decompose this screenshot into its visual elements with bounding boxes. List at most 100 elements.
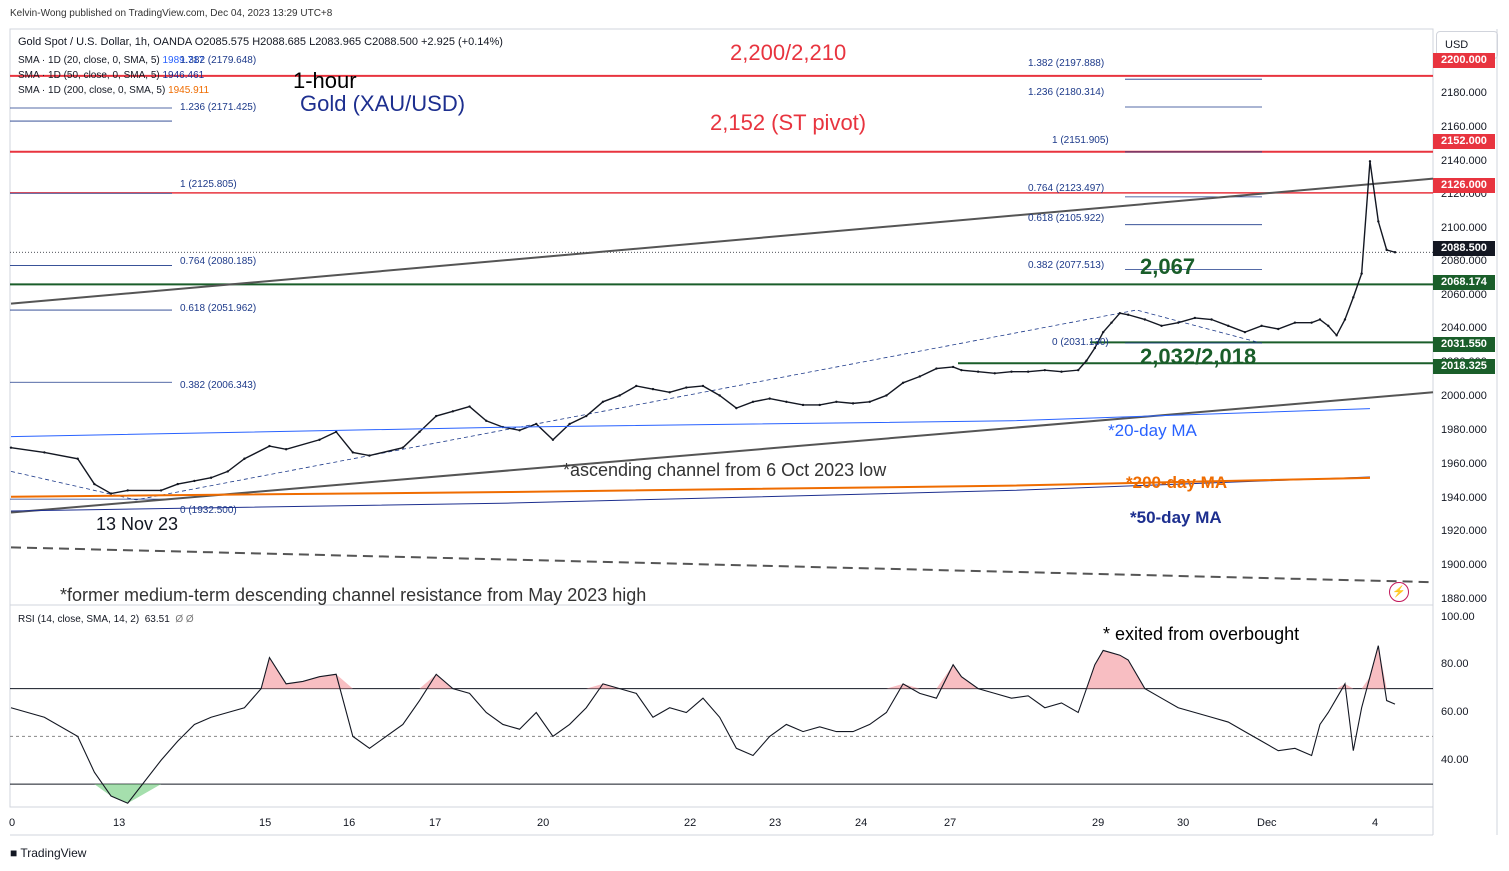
price-point (1076, 368, 1080, 372)
y-tick: 2060.000 (1441, 289, 1487, 301)
price-point (468, 405, 471, 408)
y-tick: 1900.000 (1441, 559, 1487, 571)
price-point (835, 400, 838, 403)
timeframe-label: 1-hour (293, 68, 357, 93)
chart-frame (9, 28, 1434, 808)
pivot-label-2152: 2,152 (ST pivot) (710, 110, 867, 135)
descending-channel-label: *former medium-term descending channel r… (60, 585, 647, 605)
price-point (485, 419, 488, 422)
symbol-name[interactable]: Gold Spot / U.S. Dollar, 1h, OANDA (18, 36, 192, 48)
lines-layer (10, 74, 1434, 584)
grid-layer (9, 28, 1498, 836)
price-point (1393, 251, 1397, 254)
price-point (93, 482, 96, 486)
price-point (109, 492, 113, 495)
price-point (1093, 346, 1097, 350)
price-point (885, 394, 888, 397)
price-point (159, 489, 163, 492)
y-tick: 1940.000 (1441, 492, 1487, 504)
tradingview-logo[interactable]: ■ TradingView (10, 846, 86, 860)
rsi-layer (10, 645, 1433, 804)
fib-right-1382: 1.382 (2197.888) (1028, 58, 1105, 69)
fib-left-0618: 0.618 (2051.962) (180, 303, 257, 314)
price-point (768, 397, 771, 400)
ascending-channel-label: *ascending channel from 6 Oct 2023 low (563, 460, 887, 480)
y-tick: 2160.000 (1441, 121, 1487, 133)
price-point (243, 457, 246, 460)
x-tick: 27 (944, 817, 957, 829)
x-tick: 29 (1092, 817, 1105, 829)
price-point (635, 384, 638, 388)
price-point (126, 489, 129, 492)
fib-right-0764: 0.764 (2123.497) (1028, 183, 1105, 194)
price-point (1343, 318, 1347, 321)
resistance-label-2200: 2,200/2,210 (730, 40, 847, 65)
price-point (585, 414, 588, 418)
fib-left-1382: 1.382 (2179.648) (180, 55, 257, 66)
price-point (435, 414, 438, 418)
x-tick: 20 (537, 817, 550, 829)
50-day-ma-line (10, 476, 1370, 512)
sma200-legend[interactable]: SMA · 1D (200, close, 0, SMA, 5) 1945.91… (18, 85, 210, 96)
price-tag-2200: 2200.000 (1433, 53, 1495, 68)
price-point (368, 454, 371, 457)
price-point (751, 400, 755, 403)
price-point (668, 391, 671, 394)
rsi-legend[interactable]: RSI (14, close, SMA, 14, 2) 63.51 Ø Ø (18, 614, 194, 625)
rsi-y-tick: 60.00 (1441, 706, 1469, 718)
upper-channel-line (10, 177, 1434, 305)
price-point (868, 400, 871, 403)
price-point (1360, 272, 1363, 275)
price-point (1043, 368, 1047, 372)
price-point (551, 438, 555, 441)
price-point (1085, 359, 1088, 362)
price-point (1243, 330, 1247, 334)
price-point (1210, 318, 1213, 321)
x-tick: 30 (1177, 817, 1190, 829)
x-tick: 0 (9, 817, 16, 829)
price-point (1101, 330, 1105, 334)
price-tag-2126: 2126.000 (1433, 178, 1495, 193)
tradingview-logo-icon: ■ (10, 846, 18, 860)
price-point (226, 470, 229, 473)
x-tick: 16 (343, 817, 356, 829)
price-point (1193, 316, 1197, 320)
ma200-label: *200-day MA (1126, 473, 1228, 492)
price-point (535, 422, 538, 426)
price-point (1385, 248, 1388, 252)
fib-left-1: 1 (2125.805) (180, 179, 237, 190)
fib-left-0764: 0.764 (2080.185) (180, 256, 257, 267)
price-tag-last: 2088.500 (1433, 241, 1495, 256)
price-point (1177, 321, 1180, 324)
sma50-legend[interactable]: SMA · 1D (50, close, 0, SMA, 5) 1946.461 (18, 70, 205, 81)
fib-right-1236: 1.236 (2180.314) (1028, 87, 1105, 98)
ma20-label: *20-day MA (1108, 421, 1197, 440)
price-point (918, 375, 921, 378)
fib-left-0: 0 (1932.500) (180, 505, 237, 516)
y-tick: 2000.000 (1441, 390, 1487, 402)
support-label-2032: 2,032/2,018 (1140, 344, 1257, 369)
rsi-line (10, 645, 1396, 804)
price-point (284, 448, 288, 451)
alert-icon[interactable]: ⚡ (1389, 582, 1409, 602)
ohlc-values: O2085.575 H2088.685 L2083.965 C2088.500 … (194, 36, 503, 48)
x-tick: 22 (684, 817, 697, 829)
price-point (176, 482, 179, 486)
price-point (518, 429, 521, 432)
price-tag-2152: 2152.000 (1433, 134, 1495, 149)
price-point (951, 365, 955, 369)
price-point (701, 384, 705, 388)
price-point (601, 400, 605, 403)
sma20-legend[interactable]: SMA · 1D (20, close, 0, SMA, 5) 1989.717 (18, 55, 205, 66)
price-point (209, 476, 213, 479)
price-point (1227, 324, 1230, 328)
price-point (976, 370, 980, 373)
y-tick: 2180.000 (1441, 87, 1487, 99)
price-tag-2018: 2018.325 (1433, 359, 1495, 374)
price-point (935, 367, 938, 370)
price-point (993, 372, 996, 375)
price-point (1327, 324, 1330, 328)
price-point (851, 402, 855, 405)
x-tick: 24 (855, 817, 868, 829)
200-day-ma-line (10, 476, 1370, 498)
